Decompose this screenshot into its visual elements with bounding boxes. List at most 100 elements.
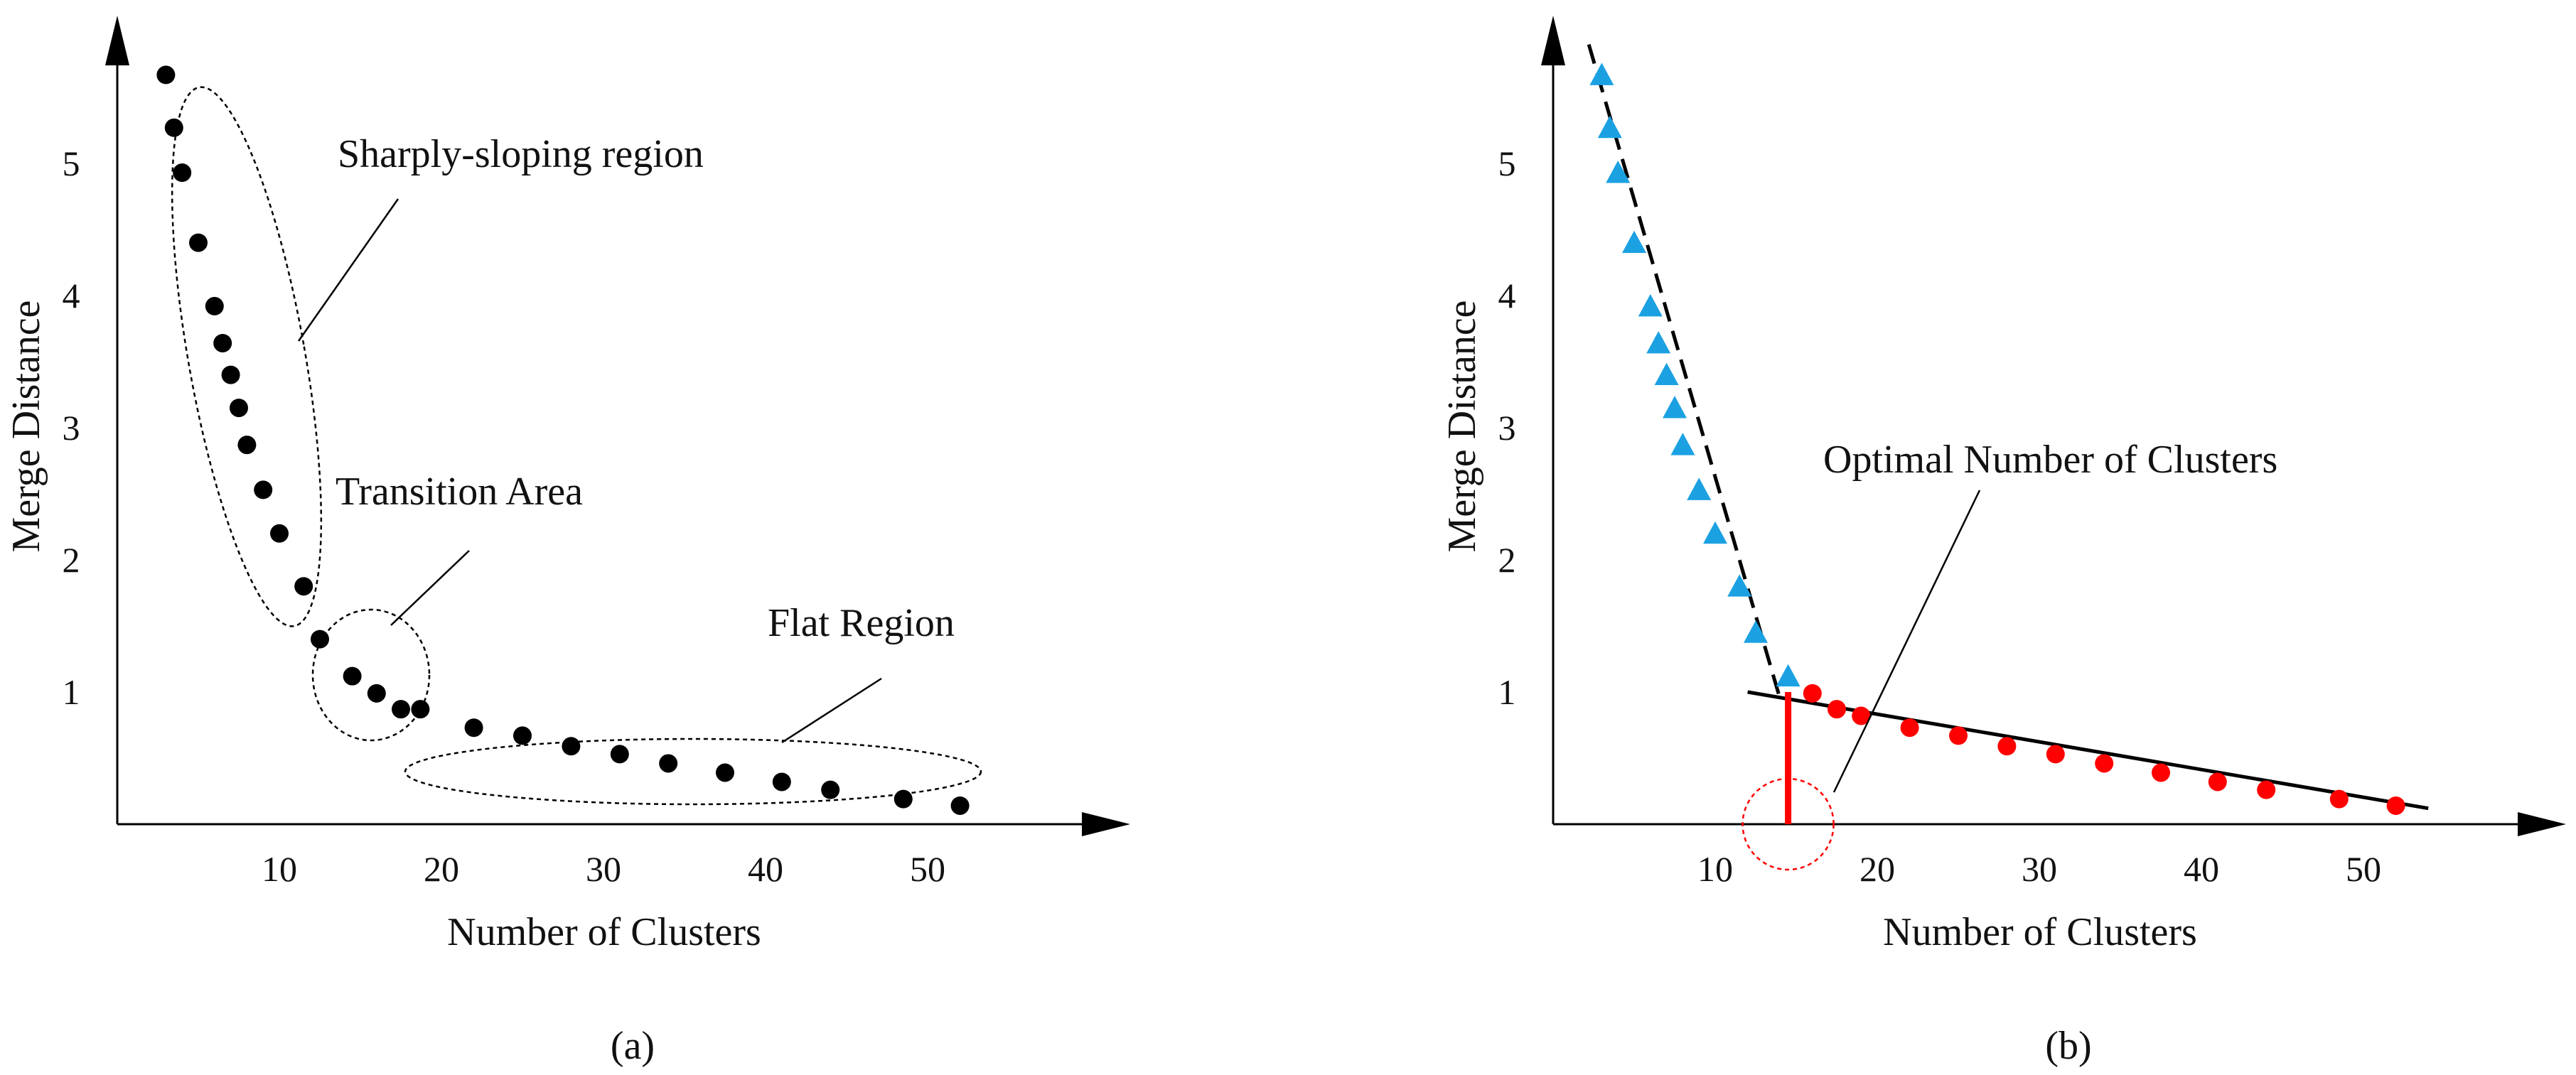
triangle-point xyxy=(1670,433,1695,455)
data-point xyxy=(772,772,791,792)
circle-point xyxy=(1997,737,2017,756)
y-tick-label: 5 xyxy=(63,144,80,183)
transition-area-ellipse xyxy=(311,608,431,742)
triangle-point xyxy=(1646,330,1671,354)
x-tick-label: 10 xyxy=(262,849,297,889)
x-tick-labels: 10 20 30 40 50 xyxy=(262,849,945,889)
optimal-cluster-circle xyxy=(1742,777,1835,871)
data-point xyxy=(205,296,224,315)
x-tick-label: 30 xyxy=(2022,849,2057,889)
data-point xyxy=(221,365,240,384)
y-tick-labels: 1 2 3 4 5 xyxy=(1498,144,1516,712)
triangle-point xyxy=(1744,620,1768,643)
x-tick-labels: 10 20 30 40 50 xyxy=(1697,849,2381,889)
annotation-sharply-sloping: Sharply-sloping region xyxy=(338,132,704,176)
circle-point xyxy=(2329,789,2349,809)
data-point xyxy=(950,796,970,815)
x-tick-label: 50 xyxy=(910,849,945,889)
x-tick-label: 50 xyxy=(2346,849,2381,889)
caption-b: (b) xyxy=(2045,1024,2091,1068)
x-axis-arrow-icon xyxy=(1082,812,1130,836)
x-tick-label: 40 xyxy=(748,849,783,889)
data-point xyxy=(294,577,313,596)
data-point xyxy=(659,754,678,773)
flat-region-ellipse xyxy=(404,738,982,806)
y-tick-labels: 1 2 3 4 5 xyxy=(63,144,80,712)
triangle-point xyxy=(1597,115,1622,139)
y-tick-label: 1 xyxy=(1498,672,1516,712)
y-axis-label: Merge Distance xyxy=(1440,300,1484,552)
data-point xyxy=(513,726,532,745)
circle-point xyxy=(2152,763,2170,782)
sharply-sloping-ellipse xyxy=(171,86,323,627)
data-point xyxy=(270,524,289,543)
y-tick-label: 1 xyxy=(63,672,80,712)
triangle-point xyxy=(1654,362,1679,386)
x-tick-label: 40 xyxy=(2184,849,2219,889)
triangle-point xyxy=(1727,574,1752,597)
y-tick-label: 4 xyxy=(1498,276,1516,315)
x-axis-label: Number of Clusters xyxy=(447,910,761,954)
data-point xyxy=(156,65,176,85)
data-point xyxy=(562,737,581,756)
circle-point xyxy=(2046,745,2065,764)
x-tick-label: 10 xyxy=(1697,849,1733,889)
data-point xyxy=(716,763,734,782)
circle-point xyxy=(1949,726,1968,745)
data-point xyxy=(254,480,273,499)
data-point xyxy=(189,233,208,252)
circle-point xyxy=(1828,700,1846,719)
circle-point xyxy=(2257,780,2276,799)
data-point xyxy=(164,118,183,137)
data-points xyxy=(1589,63,2405,815)
caption-a: (a) xyxy=(611,1024,655,1068)
x-tick-label: 30 xyxy=(586,849,621,889)
panel-a: 10 20 30 40 50 1 2 3 4 5 Number of Clusters Merg… xyxy=(4,16,1130,1068)
x-axis-arrow-icon xyxy=(2518,812,2566,836)
fit-line-solid xyxy=(1747,690,2429,811)
x-axis-label: Number of Clusters xyxy=(1883,910,2197,954)
leader-line-transition xyxy=(390,550,470,626)
data-point xyxy=(237,436,257,455)
data-point xyxy=(610,745,629,764)
circle-point xyxy=(2386,796,2405,815)
data-point xyxy=(411,700,430,719)
y-tick-label: 5 xyxy=(1498,144,1516,183)
leader-line-flat xyxy=(781,677,882,744)
data-point xyxy=(367,684,386,703)
data-point xyxy=(392,700,410,719)
data-points xyxy=(156,65,970,815)
circle-point xyxy=(1900,718,1919,738)
leader-line-optimal xyxy=(1832,490,1981,793)
leader-line-sharply xyxy=(297,198,399,342)
y-axis-arrow-icon xyxy=(105,16,129,65)
annotation-flat-region: Flat Region xyxy=(768,601,955,645)
circle-point xyxy=(2208,772,2227,792)
y-axis-arrow-icon xyxy=(1541,16,1565,65)
triangle-point xyxy=(1589,63,1614,85)
data-point xyxy=(230,399,248,418)
optimal-marker xyxy=(1742,692,1835,871)
y-tick-label: 3 xyxy=(63,408,80,448)
annotation-optimal-number: Optimal Number of Clusters xyxy=(1823,438,2277,482)
data-point xyxy=(311,630,329,649)
x-tick-label: 20 xyxy=(424,849,459,889)
x-tick-label: 20 xyxy=(1859,849,1895,889)
y-tick-label: 3 xyxy=(1498,408,1516,448)
circle-point xyxy=(1852,706,1871,725)
circle-point xyxy=(1803,684,1822,703)
triangle-point xyxy=(1606,161,1631,183)
triangle-point xyxy=(1687,477,1712,500)
triangle-point xyxy=(1663,396,1687,418)
y-tick-label: 2 xyxy=(1498,540,1516,580)
triangle-point xyxy=(1622,230,1646,254)
fit-line-dashed xyxy=(1587,43,1782,700)
data-point xyxy=(173,163,192,183)
data-point xyxy=(821,780,840,799)
circle-point xyxy=(2095,754,2114,773)
triangle-point xyxy=(1703,521,1727,544)
y-tick-label: 4 xyxy=(63,276,80,315)
data-point xyxy=(464,718,483,738)
fit-lines xyxy=(1587,43,2429,811)
